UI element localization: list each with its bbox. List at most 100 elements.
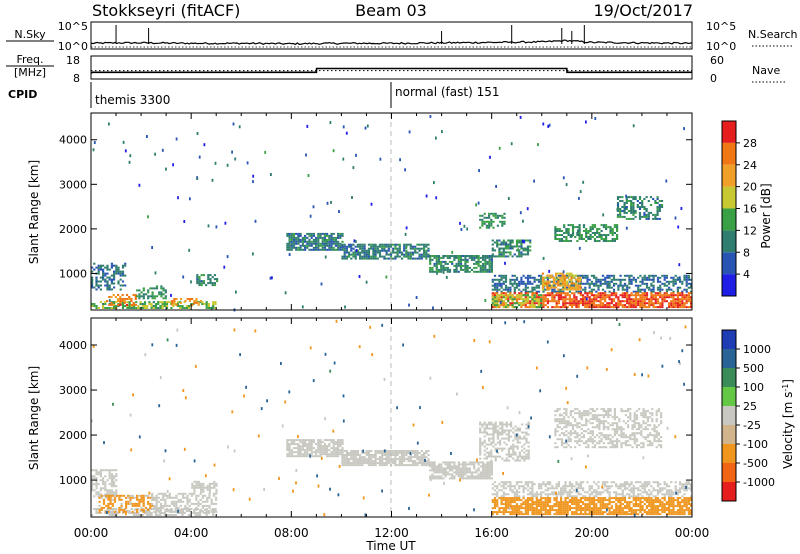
data-cell xyxy=(522,282,525,285)
data-cell xyxy=(330,242,333,245)
data-cell xyxy=(607,234,610,236)
data-cell xyxy=(425,194,428,198)
data-cell xyxy=(647,213,650,216)
data-cell xyxy=(136,510,139,513)
data-cell xyxy=(634,284,638,287)
data-cell xyxy=(565,446,568,449)
data-cell xyxy=(564,292,567,295)
data-cell xyxy=(645,210,648,212)
data-cell xyxy=(649,424,652,427)
data-cell xyxy=(479,447,482,450)
data-cell xyxy=(565,434,568,437)
data-cell xyxy=(569,422,572,425)
data-cell xyxy=(527,445,530,448)
data-cell xyxy=(319,248,322,251)
data-cell xyxy=(372,245,375,248)
data-cell xyxy=(124,274,127,277)
data-cell xyxy=(660,416,663,419)
data-cell xyxy=(435,477,438,480)
cpid-mode-2: normal (fast) 151 xyxy=(395,85,499,99)
data-cell xyxy=(674,278,677,281)
data-cell xyxy=(655,432,658,435)
data-cell xyxy=(515,241,519,244)
data-cell xyxy=(341,460,344,463)
data-cell xyxy=(323,248,326,251)
data-cell xyxy=(491,280,494,283)
data-cell xyxy=(540,298,543,301)
data-cell xyxy=(93,141,96,144)
data-cell xyxy=(196,282,199,285)
data-cell xyxy=(604,294,607,297)
data-cell xyxy=(604,282,607,285)
data-cell xyxy=(655,434,658,437)
data-cell xyxy=(115,479,118,482)
data-cell xyxy=(396,452,399,454)
data-cell xyxy=(378,255,382,258)
data-cell xyxy=(490,218,493,221)
data-cell xyxy=(113,512,116,514)
data-cell xyxy=(585,234,588,236)
data-cell xyxy=(352,450,355,452)
data-cell xyxy=(295,443,298,446)
data-cell xyxy=(598,228,601,230)
power-colorbar-swatch xyxy=(722,230,736,253)
data-cell xyxy=(455,255,458,257)
data-cell xyxy=(541,276,544,279)
data-cell xyxy=(647,217,650,220)
data-cell xyxy=(554,414,557,417)
data-cell xyxy=(540,296,543,299)
data-cell xyxy=(502,253,505,256)
data-cell xyxy=(602,436,605,439)
data-cell xyxy=(394,462,397,465)
data-cell xyxy=(115,485,118,488)
data-cell xyxy=(641,200,644,202)
data-cell xyxy=(557,280,560,283)
data-cell xyxy=(524,288,527,291)
data-cell xyxy=(591,422,594,425)
data-cell xyxy=(321,451,324,454)
data-cell xyxy=(533,296,536,299)
data-cell xyxy=(593,304,596,307)
data-cell xyxy=(440,268,443,271)
data-cell xyxy=(155,508,158,511)
data-cell xyxy=(143,305,147,307)
data-cell xyxy=(317,236,320,239)
data-cell xyxy=(159,502,163,505)
data-cell xyxy=(597,284,600,287)
data-cell xyxy=(609,438,612,441)
data-cell xyxy=(186,502,189,505)
data-cell xyxy=(332,439,335,442)
data-cell xyxy=(339,451,342,454)
data-cell xyxy=(376,452,379,454)
data-cell xyxy=(604,306,607,309)
data-cell xyxy=(304,449,307,452)
data-cell xyxy=(306,244,309,247)
data-cell xyxy=(202,488,205,491)
data-cell xyxy=(104,274,107,277)
data-cell xyxy=(337,447,340,450)
data-cell xyxy=(193,488,196,491)
data-cell xyxy=(516,437,519,440)
data-cell xyxy=(542,122,545,126)
data-cell xyxy=(366,124,369,128)
data-cell xyxy=(624,436,627,439)
data-cell xyxy=(598,436,601,439)
data-cell xyxy=(195,480,198,483)
data-cell xyxy=(301,453,304,456)
data-cell xyxy=(197,486,200,489)
data-cell xyxy=(558,234,561,236)
data-cell xyxy=(593,446,597,449)
data-cell xyxy=(209,274,212,277)
data-cell xyxy=(554,410,557,413)
data-cell xyxy=(509,278,512,281)
data-cell xyxy=(597,304,600,307)
data-cell xyxy=(144,506,147,509)
data-cell xyxy=(448,255,452,257)
data-cell xyxy=(115,475,118,478)
data-cell xyxy=(627,424,630,427)
data-cell xyxy=(175,502,178,505)
data-cell xyxy=(599,306,602,309)
data-cell xyxy=(541,272,544,275)
data-cell xyxy=(510,423,513,426)
data-cell xyxy=(113,493,116,496)
